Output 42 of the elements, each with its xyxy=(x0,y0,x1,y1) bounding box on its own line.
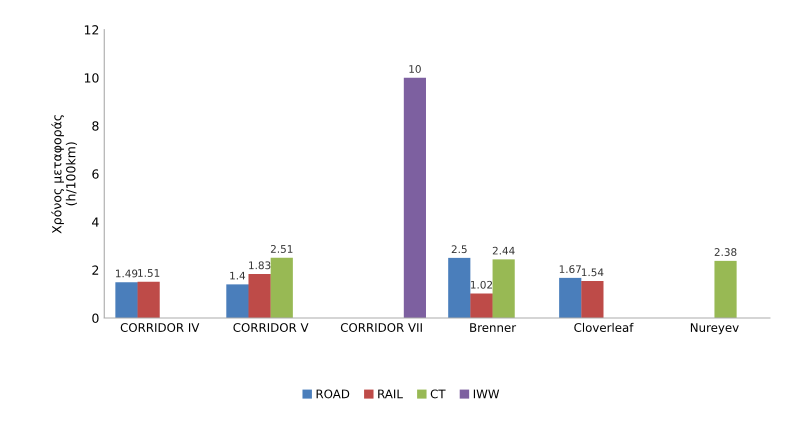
x-tick-label: CORRIDOR V xyxy=(233,323,308,332)
bar xyxy=(138,282,160,318)
bar xyxy=(559,278,582,318)
x-tick-label: CORRIDOR IV xyxy=(120,323,200,332)
y-tick-label: 12 xyxy=(84,25,98,34)
bar xyxy=(714,260,737,318)
data-label: 1.02 xyxy=(471,280,492,289)
legend-label: IWW xyxy=(474,390,500,398)
legend-label: ROAD xyxy=(316,389,350,398)
data-label: 1.54 xyxy=(582,268,604,276)
data-label: 1.83 xyxy=(249,261,270,270)
bar xyxy=(115,282,138,318)
bar xyxy=(470,293,493,318)
data-label: 1.51 xyxy=(138,269,160,277)
data-label: 10 xyxy=(409,65,421,73)
bar xyxy=(581,281,604,318)
y-tick-label: 10 xyxy=(84,73,99,83)
y-tick-label: 8 xyxy=(92,121,99,131)
data-label: 1.49 xyxy=(116,270,138,278)
y-tick-label: 2 xyxy=(92,265,98,275)
x-tick-label: Brenner xyxy=(470,323,516,332)
y-tick-label: 6 xyxy=(92,169,99,179)
bar xyxy=(404,78,426,318)
y-axis-title: Χρόνος μεταφοράς (h/100km) xyxy=(51,115,77,234)
y-tick-label: 4 xyxy=(92,218,99,227)
legend-label: RAIL xyxy=(378,390,403,398)
bar xyxy=(270,258,293,318)
bar xyxy=(226,284,248,318)
data-label: 2.51 xyxy=(270,245,292,253)
data-label: 2.5 xyxy=(452,245,467,254)
bar xyxy=(448,258,470,318)
legend-label: CT xyxy=(430,389,446,398)
data-label: 2.38 xyxy=(714,248,736,256)
data-label: 1.4 xyxy=(230,272,246,280)
y-tick-label: 0 xyxy=(92,313,99,323)
data-label: 2.44 xyxy=(492,246,515,254)
bar xyxy=(248,274,271,318)
data-label: 1.67 xyxy=(560,265,581,274)
x-tick-label: Nureyev xyxy=(690,323,739,334)
x-tick-label: Cloverleaf xyxy=(574,322,634,332)
bar xyxy=(492,259,515,318)
x-tick-label: CORRIDOR VII xyxy=(340,323,422,332)
